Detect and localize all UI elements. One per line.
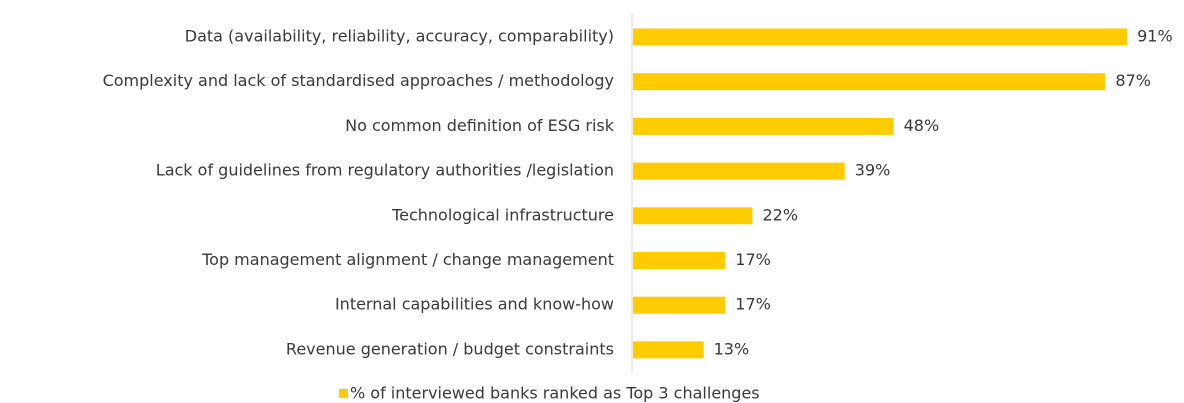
category-label: No common definition of ESG risk	[345, 116, 615, 135]
legend-swatch	[339, 389, 348, 398]
category-label: Lack of guidelines from regulatory autho…	[156, 161, 614, 180]
bar	[633, 117, 894, 135]
bar	[633, 207, 753, 225]
bar	[633, 252, 726, 269]
category-label: Data (availability, reliability, accurac…	[185, 27, 614, 46]
bar	[633, 296, 726, 314]
bar	[633, 162, 845, 180]
category-label: Complexity and lack of standardised appr…	[103, 71, 614, 90]
value-label: 17%	[735, 295, 771, 314]
value-label: 39%	[855, 161, 891, 180]
bar	[633, 28, 1128, 46]
category-label: Internal capabilities and know-how	[335, 295, 614, 314]
category-label: Revenue generation / budget constraints	[286, 339, 614, 358]
category-label: Top management alignment / change manage…	[201, 250, 614, 269]
legend-label: % of interviewed banks ranked as Top 3 c…	[350, 384, 760, 403]
value-label: 48%	[904, 116, 940, 135]
value-label: 22%	[762, 205, 798, 224]
value-label: 17%	[735, 250, 771, 269]
value-label: 13%	[714, 339, 750, 358]
bar	[633, 341, 704, 359]
bar	[633, 73, 1106, 91]
value-label: 87%	[1115, 71, 1151, 90]
value-label: 91%	[1137, 27, 1173, 46]
category-label: Technological infrastructure	[391, 205, 614, 224]
